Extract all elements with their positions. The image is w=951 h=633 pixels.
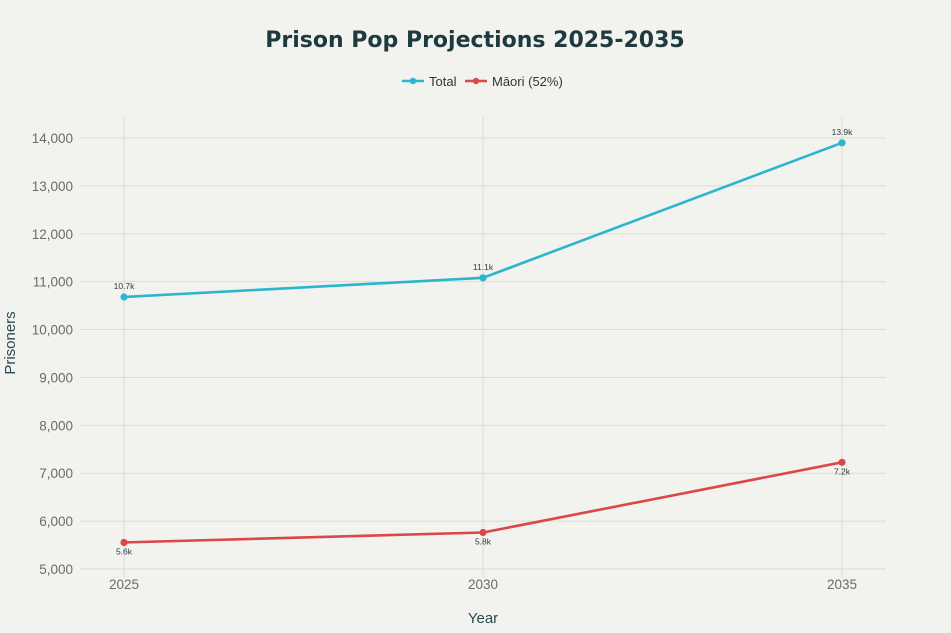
y-tick-label: 9,000 (39, 370, 73, 385)
chart-title: Prison Pop Projections 2025-2035 (265, 28, 684, 53)
data-point (120, 293, 128, 301)
data-point (838, 139, 846, 147)
y-tick-label: 5,000 (39, 562, 73, 577)
legend-item: Total (402, 74, 457, 89)
series-total: 10.7k 11.1k 13.9k (114, 127, 854, 301)
y-tick-label: 11,000 (33, 275, 73, 290)
y-tick-label: 14,000 (32, 131, 73, 146)
data-label: 13.9k (832, 127, 854, 137)
y-tick-label: 10,000 (32, 323, 73, 338)
y-tick-label: 6,000 (39, 514, 73, 529)
data-label: 10.7k (114, 281, 136, 291)
data-label: 7.2k (834, 466, 851, 476)
series-lines: 10.7k 11.1k 13.9k 5.6k 5.8k 7.2k (114, 127, 854, 557)
x-axis-ticks: 2025 2030 2035 (109, 577, 857, 592)
data-label: 5.8k (475, 537, 492, 547)
y-axis-ticks: 5,000 6,000 7,000 8,000 9,000 10,000 11,000 12,… (32, 131, 73, 577)
y-tick-label: 8,000 (39, 418, 73, 433)
data-label: 5.6k (116, 546, 133, 556)
data-point (838, 458, 846, 466)
x-tick-label: 2035 (827, 577, 857, 592)
x-tick-label: 2030 (468, 577, 498, 592)
x-tick-label: 2025 (109, 577, 139, 592)
data-label: 11.1k (473, 262, 494, 272)
y-axis-title: Prisoners (2, 311, 19, 374)
legend: Total Māori (52%) (402, 74, 563, 89)
y-tick-label: 13,000 (32, 179, 73, 194)
legend-label: Total (429, 74, 457, 89)
legend-swatch-marker (472, 77, 480, 85)
series-maori: 5.6k 5.8k 7.2k (116, 458, 851, 556)
x-axis-title: Year (468, 610, 498, 627)
legend-swatch-marker (409, 77, 417, 85)
legend-item: Māori (52%) (465, 74, 563, 89)
data-point (120, 538, 128, 547)
legend-label: Māori (52%) (492, 74, 563, 89)
y-tick-label: 12,000 (32, 227, 73, 242)
data-point (479, 274, 487, 282)
gridlines (80, 117, 886, 578)
y-tick-label: 7,000 (39, 466, 73, 481)
data-point (479, 528, 487, 537)
